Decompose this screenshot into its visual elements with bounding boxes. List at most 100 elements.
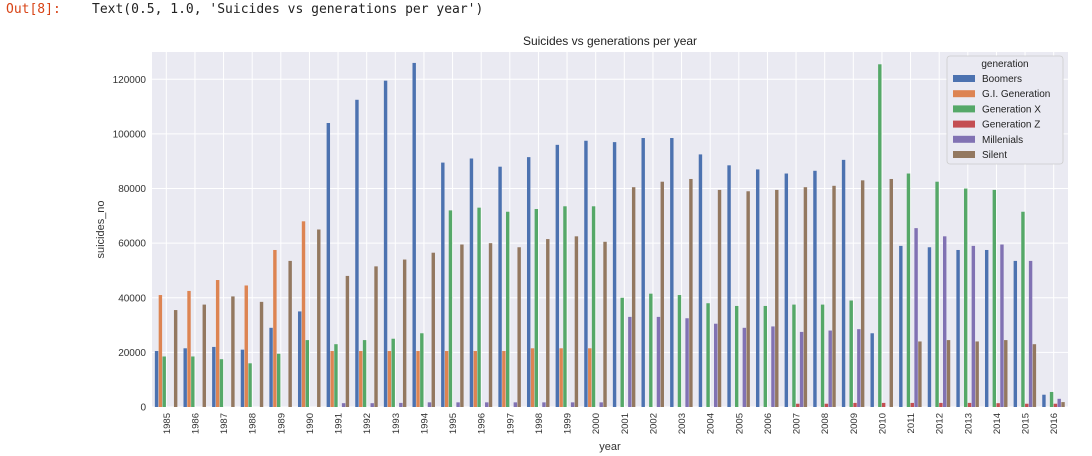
- bar-generation-x: [734, 305, 739, 407]
- bar-generation-z: [910, 402, 914, 407]
- x-tick-label: 2013: [963, 413, 974, 434]
- legend-swatch: [953, 105, 975, 113]
- bar-silent: [431, 252, 435, 407]
- legend-label: Boomers: [982, 74, 1022, 85]
- y-tick-label: 40000: [118, 293, 146, 304]
- bar-boomers: [813, 170, 817, 407]
- legend-label: G.I. Generation: [982, 89, 1050, 100]
- bar-silent: [975, 341, 979, 407]
- x-tick-label: 2004: [706, 413, 717, 434]
- bar-silent: [317, 229, 321, 407]
- bar-millenials: [714, 323, 718, 407]
- bar-g-i-generation: [416, 351, 420, 407]
- bar-g-i-generation: [215, 280, 220, 407]
- y-tick-label: 20000: [118, 348, 146, 359]
- bar-generation-z: [881, 402, 886, 407]
- x-tick-label: 1985: [162, 413, 173, 434]
- bar-silent: [402, 259, 407, 407]
- bar-g-i-generation: [588, 348, 592, 407]
- bar-generation-x: [878, 64, 882, 408]
- bar-silent: [1061, 402, 1065, 407]
- bar-boomers: [240, 349, 245, 407]
- bar-generation-x: [963, 188, 968, 407]
- bar-generation-x: [362, 340, 367, 407]
- bar-silent: [574, 236, 579, 407]
- x-tick-label: 2015: [1021, 413, 1032, 434]
- bar-generation-z: [1025, 403, 1029, 407]
- bar-boomers: [841, 159, 846, 407]
- bar-boomers: [698, 154, 703, 407]
- bar-silent: [374, 266, 378, 407]
- bar-boomers: [755, 169, 760, 407]
- bar-silent: [202, 304, 206, 407]
- bar-silent: [660, 181, 664, 407]
- bar-boomers: [383, 80, 388, 407]
- bar-generation-x: [477, 207, 481, 407]
- bar-silent: [231, 296, 235, 407]
- bar-boomers: [498, 166, 502, 407]
- bar-generation-x: [792, 304, 796, 407]
- bar-boomers: [984, 249, 989, 407]
- bar-silent: [546, 239, 550, 407]
- bar-millenials: [456, 402, 460, 407]
- x-tick-label: 2011: [906, 413, 917, 433]
- bar-generation-x: [305, 340, 310, 407]
- bar-silent: [345, 275, 350, 407]
- x-tick-label: 1993: [391, 413, 402, 434]
- x-tick-label: 2006: [763, 413, 774, 434]
- x-tick-label: 1997: [505, 413, 516, 434]
- bar-boomers: [212, 346, 216, 407]
- bar-boomers: [784, 173, 789, 407]
- x-tick-label: 1991: [334, 413, 345, 434]
- bar-boomers: [269, 327, 273, 407]
- y-tick-label: 120000: [113, 75, 147, 86]
- x-tick-label: 2009: [849, 413, 860, 434]
- bar-boomers: [412, 62, 416, 408]
- bar-silent: [860, 180, 865, 407]
- bar-boomers: [899, 245, 903, 407]
- bar-boomers: [154, 351, 159, 407]
- bar-boomers: [297, 311, 302, 407]
- bar-generation-x: [706, 303, 710, 407]
- bar-g-i-generation: [244, 285, 248, 407]
- bar-generation-x: [591, 206, 596, 407]
- y-tick-label: 0: [140, 403, 146, 414]
- bar-boomers: [441, 162, 445, 407]
- bar-g-i-generation: [273, 249, 277, 407]
- bar-millenials: [542, 402, 546, 407]
- bar-generation-x: [935, 181, 939, 407]
- output-text: Text(0.5, 1.0, 'Suicides vs generations …: [92, 2, 484, 17]
- x-tick-label: 1998: [534, 413, 545, 434]
- bar-boomers: [326, 123, 331, 407]
- x-tick-label: 2008: [820, 413, 831, 434]
- y-tick-label: 100000: [113, 129, 147, 140]
- bar-generation-z: [1053, 403, 1058, 407]
- bar-boomers: [1042, 394, 1046, 407]
- bar-generation-x: [162, 356, 166, 407]
- bar-silent: [717, 189, 722, 407]
- bar-millenials: [570, 402, 575, 407]
- bar-g-i-generation: [559, 348, 563, 407]
- bar-millenials: [1000, 244, 1004, 407]
- y-tick-label: 80000: [118, 184, 146, 195]
- bar-millenials: [1057, 398, 1061, 407]
- bar-generation-z: [967, 402, 972, 407]
- bar-generation-x: [1021, 211, 1025, 407]
- bar-generation-x: [763, 305, 768, 407]
- legend-swatch: [953, 135, 975, 143]
- bar-silent: [517, 247, 521, 407]
- bar-g-i-generation: [187, 290, 191, 407]
- bar-millenials: [1028, 260, 1033, 407]
- bar-g-i-generation: [473, 351, 477, 407]
- bar-millenials: [485, 402, 489, 407]
- legend-box: [946, 55, 1064, 165]
- chart-title: Suicides vs generations per year: [523, 34, 697, 48]
- bar-millenials: [685, 318, 689, 407]
- bar-silent: [803, 187, 808, 407]
- x-tick-label: 1990: [305, 413, 316, 434]
- y-tick-label: 60000: [118, 239, 146, 250]
- bar-g-i-generation: [530, 348, 535, 407]
- bar-millenials: [799, 331, 804, 407]
- bar-millenials: [828, 330, 832, 407]
- bar-millenials: [399, 402, 403, 407]
